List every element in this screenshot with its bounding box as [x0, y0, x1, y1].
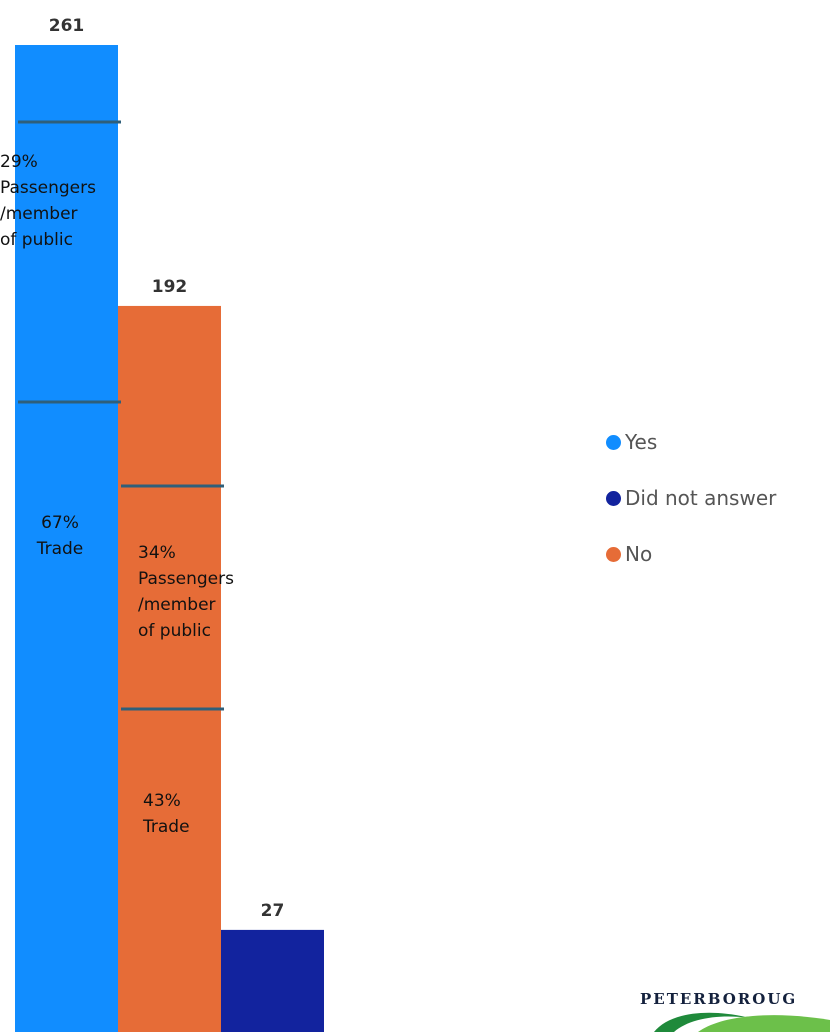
legend-dot-did-not-answer	[606, 490, 621, 506]
value-label-did-not-answer: 27	[261, 901, 285, 921]
bar-yes[interactable]	[15, 45, 118, 1032]
peterborough-logo: PETERBOROUG	[640, 990, 830, 1032]
logo-text: PETERBOROUG	[640, 990, 798, 1008]
legend-item-yes[interactable]: Yes	[606, 428, 776, 456]
legend-label-no: No	[625, 542, 653, 566]
segment-label-yes-2: 67% Trade	[36, 513, 84, 559]
legend-dot-yes	[606, 434, 621, 450]
legend-dot-no	[606, 546, 621, 562]
segment-label-yes-1: 29% Passengers/member of public	[0, 152, 96, 250]
legend: Yes Did not answer No	[606, 428, 776, 596]
legend-label-yes: Yes	[625, 430, 658, 454]
legend-label-did-not-answer: Did not answer	[625, 486, 777, 510]
bar-did-not-answer[interactable]	[221, 929, 324, 1032]
value-label-yes: 261	[49, 16, 85, 36]
bar-no[interactable]	[118, 305, 221, 1032]
legend-item-did-not-answer[interactable]: Did not answer	[606, 484, 776, 512]
value-label-no: 192	[152, 277, 188, 297]
segment-label-no-2: 43% Trade	[142, 791, 190, 837]
peterborough-swoosh-logo-icon	[654, 1012, 830, 1032]
legend-item-no[interactable]: No	[606, 540, 776, 568]
segment-label-no-1: 34% Passengers/member of public	[138, 543, 234, 641]
